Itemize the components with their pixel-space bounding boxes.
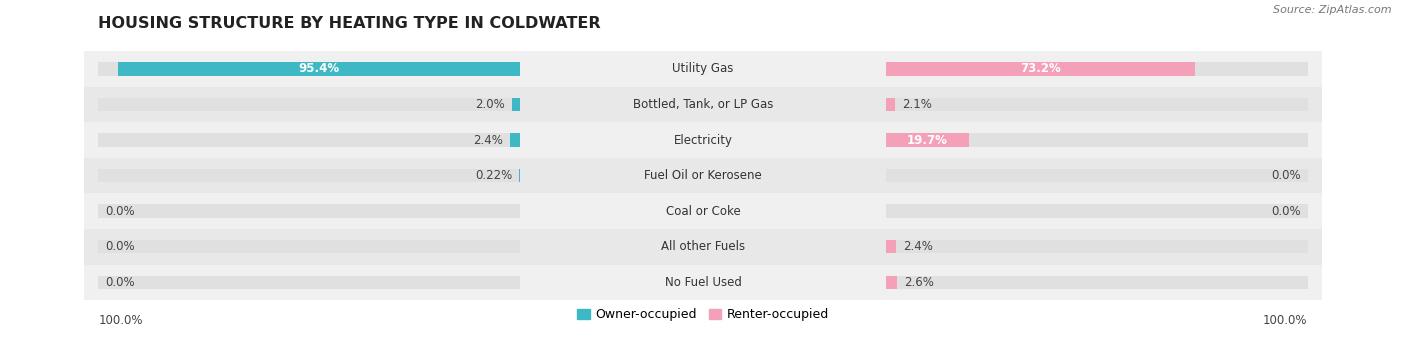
Text: 73.2%: 73.2% <box>1019 62 1060 75</box>
Text: 2.6%: 2.6% <box>904 276 934 289</box>
Bar <box>84 122 1322 158</box>
Bar <box>98 240 520 253</box>
Bar <box>886 62 1308 76</box>
Bar <box>98 62 520 76</box>
Text: 100.0%: 100.0% <box>1263 314 1308 327</box>
Bar <box>84 193 1322 229</box>
Text: 0.0%: 0.0% <box>105 205 135 218</box>
Text: 19.7%: 19.7% <box>907 134 948 147</box>
Bar <box>84 158 1322 193</box>
Bar <box>98 98 520 111</box>
Text: Electricity: Electricity <box>673 134 733 147</box>
Legend: Owner-occupied, Renter-occupied: Owner-occupied, Renter-occupied <box>578 308 828 321</box>
Text: Bottled, Tank, or LP Gas: Bottled, Tank, or LP Gas <box>633 98 773 111</box>
Text: Fuel Oil or Kerosene: Fuel Oil or Kerosene <box>644 169 762 182</box>
Text: 0.0%: 0.0% <box>1271 205 1301 218</box>
Bar <box>886 276 897 289</box>
Bar <box>886 240 1308 253</box>
Bar <box>98 169 520 182</box>
Text: Source: ZipAtlas.com: Source: ZipAtlas.com <box>1274 5 1392 15</box>
Text: No Fuel Used: No Fuel Used <box>665 276 741 289</box>
Text: 100.0%: 100.0% <box>98 314 143 327</box>
Text: 2.4%: 2.4% <box>474 134 503 147</box>
Text: 2.0%: 2.0% <box>475 98 505 111</box>
Bar <box>510 133 520 147</box>
Bar <box>84 51 1322 87</box>
Bar <box>84 265 1322 300</box>
Bar <box>98 204 520 218</box>
Text: Utility Gas: Utility Gas <box>672 62 734 75</box>
Bar <box>886 62 1195 76</box>
Text: HOUSING STRUCTURE BY HEATING TYPE IN COLDWATER: HOUSING STRUCTURE BY HEATING TYPE IN COL… <box>98 16 600 31</box>
Text: 2.4%: 2.4% <box>903 240 932 253</box>
Bar <box>98 133 520 147</box>
Bar <box>886 133 969 147</box>
Bar <box>98 276 520 289</box>
Bar <box>886 98 894 111</box>
Text: Coal or Coke: Coal or Coke <box>665 205 741 218</box>
Text: 0.0%: 0.0% <box>105 276 135 289</box>
Bar <box>886 276 1308 289</box>
Bar <box>886 133 1308 147</box>
Bar <box>886 240 896 253</box>
Text: 2.1%: 2.1% <box>901 98 932 111</box>
Text: 0.22%: 0.22% <box>475 169 512 182</box>
Bar <box>512 98 520 111</box>
Bar <box>84 87 1322 122</box>
Bar <box>118 62 520 76</box>
Text: 0.0%: 0.0% <box>1271 169 1301 182</box>
Text: 0.0%: 0.0% <box>105 240 135 253</box>
Bar <box>886 204 1308 218</box>
Bar <box>886 169 1308 182</box>
Bar <box>886 98 1308 111</box>
Text: All other Fuels: All other Fuels <box>661 240 745 253</box>
Bar <box>84 229 1322 265</box>
Text: 95.4%: 95.4% <box>298 62 340 75</box>
